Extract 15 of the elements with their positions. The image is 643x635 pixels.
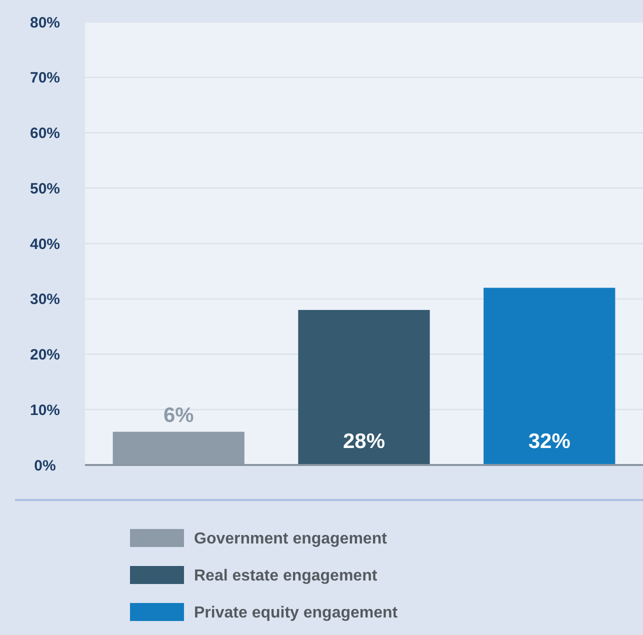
- y-tick-label: 80%: [30, 14, 60, 32]
- legend-label: Private equity engagement: [194, 604, 398, 622]
- legend-label: Government engagement: [194, 530, 388, 548]
- data-label: 32%: [528, 430, 571, 453]
- y-tick-label: 10%: [30, 402, 60, 419]
- data-label: 6%: [163, 404, 194, 427]
- y-tick-label: 30%: [30, 291, 60, 308]
- y-tick-label: 20%: [30, 346, 60, 364]
- y-tick-label: 0%: [34, 457, 56, 474]
- legend-label: Real estate engagement: [194, 568, 378, 585]
- y-tick-label: 40%: [30, 236, 60, 253]
- y-tick-label: 70%: [30, 70, 60, 87]
- y-tick-label: 60%: [30, 125, 60, 142]
- y-tick-label: 50%: [30, 180, 60, 198]
- data-label: 28%: [342, 430, 386, 453]
